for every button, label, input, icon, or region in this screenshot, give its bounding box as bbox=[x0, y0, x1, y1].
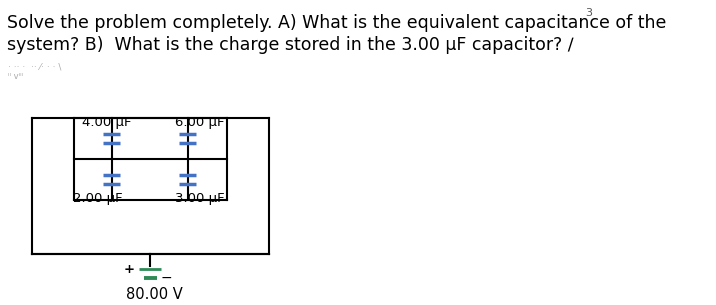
Text: 2.00 μF: 2.00 μF bbox=[73, 192, 122, 205]
Text: +: + bbox=[123, 263, 135, 276]
Text: 3: 3 bbox=[585, 8, 592, 18]
Text: −: − bbox=[160, 271, 173, 285]
Text: 4.00 μF: 4.00 μF bbox=[82, 116, 132, 129]
Text: system? B)  What is the charge stored in the 3.00 μF capacitor? ∕: system? B) What is the charge stored in … bbox=[6, 35, 574, 53]
Text: · ·· ·  ·· ⁄· · · \: · ·· · ·· ⁄· · · \ bbox=[9, 62, 62, 71]
Text: ᴵᴵ ᴠᴵᴵᴵ: ᴵᴵ ᴠᴵᴵᴵ bbox=[9, 72, 24, 81]
Text: 80.00 V: 80.00 V bbox=[126, 287, 183, 302]
Text: Solve the problem completely. A) What is the equivalent capacitance of the: Solve the problem completely. A) What is… bbox=[6, 14, 666, 32]
Text: 3.00 μF: 3.00 μF bbox=[175, 192, 225, 205]
Text: 6.00 μF: 6.00 μF bbox=[175, 116, 225, 129]
